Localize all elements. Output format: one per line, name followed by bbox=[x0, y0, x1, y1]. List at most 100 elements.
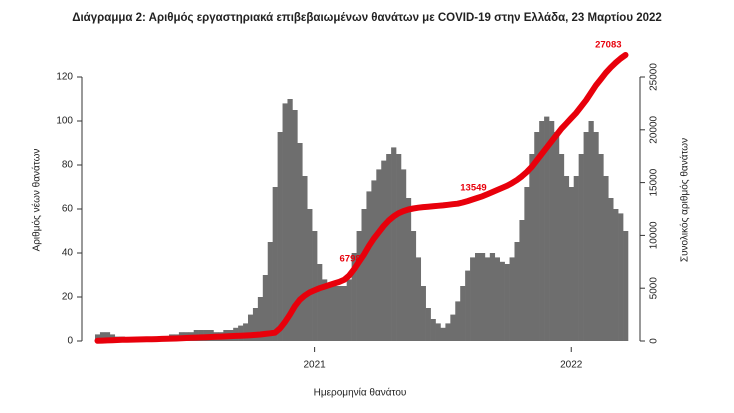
bar bbox=[558, 154, 565, 341]
y-tick-label: 20 bbox=[62, 292, 74, 303]
bar bbox=[588, 121, 594, 341]
bar bbox=[351, 253, 357, 341]
bar bbox=[371, 180, 377, 341]
bar bbox=[356, 231, 362, 341]
bar bbox=[247, 314, 254, 341]
bar bbox=[568, 187, 575, 341]
bar bbox=[420, 286, 426, 341]
y-tick-label: 60 bbox=[62, 204, 74, 215]
bar bbox=[460, 286, 466, 341]
value-label: 13549 bbox=[460, 182, 486, 193]
bar bbox=[425, 308, 431, 341]
bar bbox=[603, 176, 609, 341]
bar bbox=[282, 103, 288, 342]
bar bbox=[509, 257, 515, 341]
bar bbox=[391, 147, 397, 341]
y2-tick-label: 20000 bbox=[649, 115, 660, 143]
bar bbox=[494, 257, 500, 341]
bar bbox=[608, 198, 614, 341]
bar bbox=[479, 253, 486, 341]
bar bbox=[470, 257, 476, 341]
bar bbox=[252, 308, 259, 341]
value-label: 27083 bbox=[595, 40, 621, 51]
x-tick-label: 2022 bbox=[560, 360, 583, 371]
bar bbox=[475, 253, 481, 341]
bar bbox=[524, 187, 530, 341]
bar bbox=[613, 209, 619, 341]
y2-tick-label: 0 bbox=[649, 338, 660, 344]
value-label: 6798 bbox=[340, 254, 361, 265]
bar bbox=[317, 264, 323, 341]
bar bbox=[563, 176, 570, 341]
bar bbox=[272, 187, 278, 341]
chart-title: Διάγραμμα 2: Αριθμός εργαστηριακά επιβεβ… bbox=[72, 12, 662, 24]
bar bbox=[484, 257, 491, 341]
bar bbox=[430, 319, 436, 341]
bar bbox=[549, 121, 555, 341]
bar bbox=[322, 279, 328, 341]
bar bbox=[331, 286, 338, 341]
bar bbox=[514, 242, 520, 341]
bar bbox=[539, 121, 545, 341]
y-tick-label: 100 bbox=[56, 116, 73, 127]
bar bbox=[445, 323, 451, 341]
bar bbox=[435, 323, 441, 341]
bar bbox=[440, 327, 446, 341]
bar bbox=[529, 154, 535, 341]
bar bbox=[95, 334, 101, 341]
bar bbox=[307, 209, 313, 341]
bar bbox=[623, 231, 629, 341]
y-tick-label: 0 bbox=[67, 336, 73, 347]
bar bbox=[287, 99, 293, 341]
bar bbox=[618, 213, 624, 341]
bar bbox=[578, 154, 584, 341]
bar bbox=[326, 286, 333, 341]
y2-tick-label: 25000 bbox=[649, 63, 660, 91]
bar bbox=[267, 242, 273, 341]
bar bbox=[346, 279, 352, 341]
bar bbox=[598, 154, 604, 341]
x-axis-label: Ημερομηνία θανάτου bbox=[314, 387, 407, 399]
bar bbox=[583, 132, 589, 341]
line bbox=[94, 52, 629, 344]
bar bbox=[400, 169, 407, 341]
y-tick-label: 40 bbox=[62, 248, 74, 259]
bar bbox=[292, 110, 298, 341]
bar bbox=[277, 132, 283, 341]
bar bbox=[450, 314, 456, 341]
bar bbox=[499, 261, 505, 341]
y2-tick-label: 5000 bbox=[649, 277, 660, 300]
bar bbox=[297, 143, 303, 341]
bar bbox=[336, 286, 343, 341]
bar bbox=[361, 209, 367, 341]
y-tick-label: 80 bbox=[62, 160, 74, 171]
y-tick-label: 120 bbox=[56, 72, 73, 83]
bar bbox=[405, 198, 412, 341]
bar bbox=[573, 176, 579, 341]
bar bbox=[257, 297, 264, 341]
bar bbox=[243, 323, 249, 341]
bar bbox=[455, 301, 461, 341]
bar bbox=[99, 332, 106, 341]
bar bbox=[262, 275, 269, 341]
bar bbox=[104, 332, 111, 341]
bar bbox=[544, 116, 550, 341]
bar bbox=[553, 132, 560, 341]
bar bbox=[465, 270, 471, 341]
bar bbox=[381, 160, 387, 341]
bar bbox=[396, 154, 402, 341]
bar bbox=[410, 231, 417, 341]
bar bbox=[386, 154, 392, 341]
y2-tick-label: 10000 bbox=[649, 221, 660, 249]
y2-tick-label: 15000 bbox=[649, 168, 660, 196]
bar bbox=[366, 191, 372, 341]
bar bbox=[302, 176, 308, 341]
bar bbox=[593, 132, 599, 341]
y-axis-label: Αριθμός νέων θανάτων bbox=[31, 149, 43, 252]
bar bbox=[376, 169, 382, 341]
bar bbox=[312, 231, 318, 341]
bar bbox=[341, 286, 347, 341]
bar bbox=[415, 257, 422, 341]
x-tick-label: 2021 bbox=[303, 360, 326, 371]
